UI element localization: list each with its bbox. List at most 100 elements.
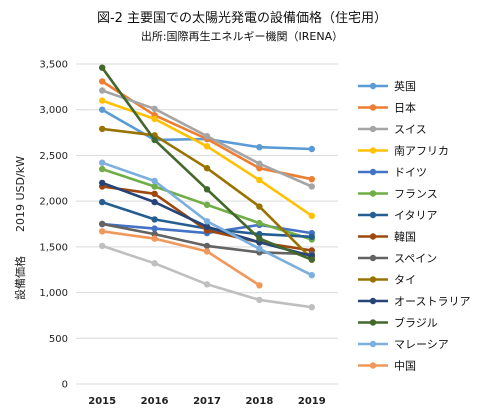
data-point bbox=[151, 136, 158, 144]
x-tick-label: 2019 bbox=[298, 396, 326, 407]
series-12 bbox=[99, 159, 315, 279]
legend-label: 日本 bbox=[394, 101, 416, 115]
legend-swatch-marker bbox=[369, 362, 377, 369]
legend-swatch-marker bbox=[369, 276, 377, 283]
legend-label: ブラジル bbox=[394, 316, 438, 330]
data-point bbox=[99, 64, 106, 71]
data-point bbox=[203, 223, 211, 230]
data-point bbox=[99, 198, 106, 206]
series-13 bbox=[99, 228, 263, 289]
data-point bbox=[203, 248, 211, 255]
data-point bbox=[203, 186, 211, 193]
y-axis-label-unit: 2019 USD/kW bbox=[14, 156, 27, 232]
series-line bbox=[102, 230, 261, 287]
chart-title: 図-2 主要国での太陽光発電の設備価格（住宅用） bbox=[97, 10, 387, 26]
data-point bbox=[99, 97, 106, 104]
legend-label: ドイツ bbox=[394, 166, 427, 179]
data-point bbox=[151, 198, 158, 206]
data-point bbox=[308, 176, 315, 183]
data-point bbox=[256, 160, 263, 167]
y-axis-label-main: 設備価格 bbox=[13, 256, 27, 300]
legend-item: マレーシア bbox=[358, 338, 449, 351]
legend-label: マレーシア bbox=[394, 338, 449, 351]
data-point bbox=[99, 106, 106, 113]
legend-swatch-marker bbox=[369, 82, 377, 90]
series-line bbox=[101, 99, 313, 217]
series-2 bbox=[99, 87, 315, 190]
grid-layer bbox=[76, 63, 338, 385]
chart-subtitle: 出所:国際再生エネルギー機関（IRENA） bbox=[141, 29, 343, 43]
data-point bbox=[308, 145, 315, 153]
legend-item: スイス bbox=[358, 123, 427, 136]
data-point bbox=[203, 143, 211, 150]
legend-label: スペイン bbox=[394, 252, 437, 265]
data-point bbox=[256, 235, 263, 242]
y-tick-label: 1,000 bbox=[39, 288, 68, 299]
legend-label: 英国 bbox=[394, 79, 416, 93]
data-point bbox=[256, 144, 263, 151]
legend-item: 英国 bbox=[358, 79, 416, 93]
legend-item: 韓国 bbox=[358, 231, 416, 244]
data-point bbox=[99, 159, 106, 166]
data-point bbox=[308, 183, 315, 190]
legend-item: 日本 bbox=[358, 101, 416, 115]
data-point bbox=[203, 218, 211, 225]
legend-item: タイ bbox=[358, 274, 416, 287]
legend-label: 中国 bbox=[394, 360, 416, 373]
data-point bbox=[99, 220, 106, 228]
legend-item: フランス bbox=[358, 188, 438, 201]
data-point bbox=[308, 272, 315, 279]
data-point bbox=[256, 165, 263, 172]
legend-item: 南アフリカ bbox=[358, 145, 449, 158]
series-layer bbox=[99, 64, 315, 311]
data-point bbox=[151, 230, 158, 238]
legend-swatch-marker bbox=[369, 254, 377, 262]
series-line bbox=[101, 244, 312, 309]
legend-swatch-marker bbox=[369, 190, 377, 197]
legend-item: ドイツ bbox=[358, 166, 427, 179]
data-point bbox=[308, 304, 315, 311]
data-point bbox=[151, 105, 158, 113]
data-point bbox=[308, 256, 315, 263]
legend-swatch-marker bbox=[369, 147, 377, 154]
legend-swatch-marker bbox=[369, 211, 377, 219]
legend-label: 南アフリカ bbox=[394, 145, 449, 158]
data-point bbox=[99, 242, 106, 250]
legend-swatch-marker bbox=[369, 233, 377, 240]
legend-item: オーストラリア bbox=[358, 295, 470, 308]
data-point bbox=[151, 260, 158, 267]
data-point bbox=[256, 176, 263, 184]
legend-label: スイス bbox=[394, 123, 427, 136]
x-ticks: 2015 2016 2017 2018 2019 bbox=[88, 396, 325, 407]
data-point bbox=[151, 177, 158, 185]
data-point bbox=[99, 78, 106, 85]
legend-item: イタリア bbox=[358, 209, 438, 222]
series-line bbox=[101, 80, 313, 181]
data-point bbox=[256, 203, 263, 210]
x-tick-label: 2016 bbox=[141, 396, 169, 407]
legend-swatch-marker bbox=[369, 168, 377, 176]
y-ticks: 0 500 1,000 1,500 2,000 2,500 3,000 3,500 bbox=[39, 60, 68, 391]
data-point bbox=[99, 125, 106, 133]
data-point bbox=[203, 201, 211, 208]
x-tick-label: 2015 bbox=[88, 396, 116, 407]
y-tick-label: 0 bbox=[62, 380, 68, 391]
legend-swatch-marker bbox=[369, 104, 377, 111]
legend-swatch-marker bbox=[369, 340, 377, 348]
data-point bbox=[151, 235, 158, 242]
legend-label: イタリア bbox=[394, 209, 438, 222]
legend-swatch-marker bbox=[369, 319, 377, 326]
legend-item: 中国 bbox=[358, 360, 416, 373]
data-point bbox=[99, 165, 106, 173]
legend: 英国日本スイス南アフリカドイツフランスイタリア韓国スペインタイオーストラリアブラ… bbox=[358, 79, 470, 373]
legend-item: スペイン bbox=[358, 252, 437, 265]
data-point bbox=[256, 245, 263, 252]
data-point bbox=[99, 228, 106, 235]
data-point bbox=[151, 216, 158, 223]
series-3 bbox=[99, 97, 315, 219]
data-point bbox=[203, 242, 211, 250]
legend-label: オーストラリア bbox=[394, 295, 470, 308]
data-point bbox=[308, 212, 315, 219]
